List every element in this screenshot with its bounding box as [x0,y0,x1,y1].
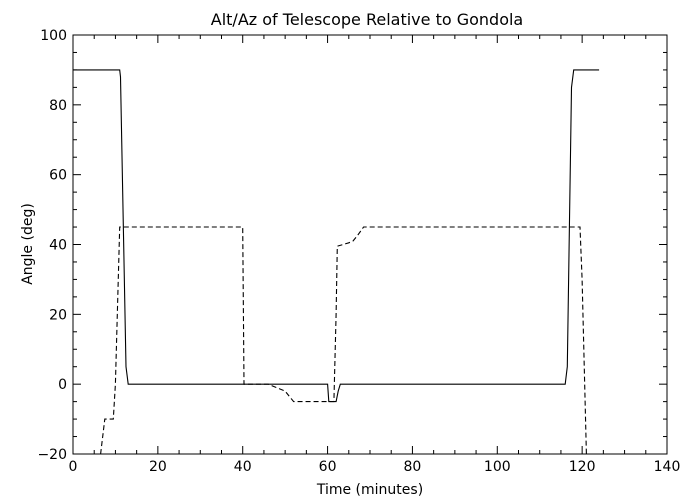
x-tick-label: 80 [404,459,422,475]
y-tick-label: 20 [49,307,67,323]
x-tick-label: 40 [234,459,252,475]
y-axis-label: Angle (deg) [20,203,36,285]
x-tick-label: 20 [149,459,167,475]
y-tick-label: 40 [49,238,67,254]
x-tick-label: 0 [69,459,78,475]
y-tick-label: 80 [49,98,67,114]
series-layer [73,69,600,455]
altitude-series-line [73,69,600,403]
plot-frame [72,34,668,455]
y-tick-label: −20 [37,447,67,463]
x-tick-label: 100 [484,459,511,475]
y-tick-label: 100 [40,28,67,44]
x-axis-label: Time (minutes) [316,482,423,498]
y-tick-label: 60 [49,168,67,184]
x-tick-label: 120 [569,459,596,475]
azimuth-series-line [100,226,587,455]
y-tick-label: 0 [58,377,67,393]
x-tick-label: 60 [319,459,337,475]
chart-title: Alt/Az of Telescope Relative to Gondola [211,10,523,29]
x-tick-label: 140 [654,459,681,475]
